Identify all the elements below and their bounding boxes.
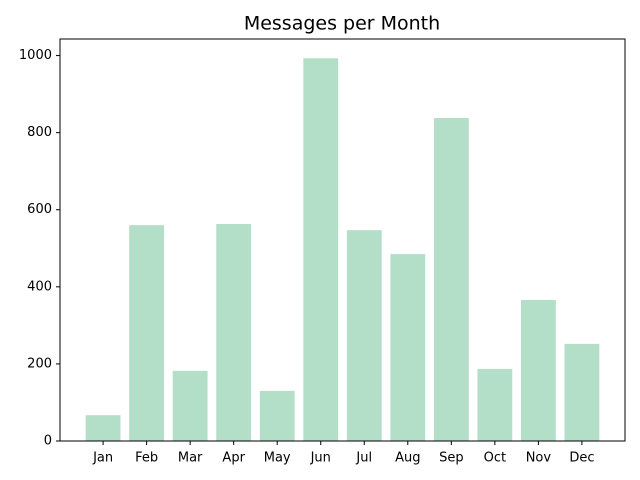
y-tick-label: 200 [27, 356, 52, 371]
x-tick-label: Jan [92, 451, 113, 466]
x-tick-label: Feb [135, 451, 158, 466]
bar [520, 299, 556, 441]
x-tick-label: Dec [569, 451, 594, 466]
y-tick-label: 600 [27, 202, 52, 217]
x-tick-label: Nov [526, 451, 552, 466]
bar [259, 390, 295, 441]
bar [433, 118, 469, 442]
y-tick-label: 800 [27, 125, 52, 140]
bar [346, 230, 382, 441]
y-tick-label: 0 [44, 434, 52, 449]
x-tick-label: Apr [222, 451, 245, 466]
x-tick-label: Oct [484, 451, 506, 466]
bar [172, 370, 208, 441]
bar [477, 368, 513, 441]
bar [564, 343, 600, 441]
x-tick-label: May [264, 451, 291, 466]
x-tick-label: Jun [310, 451, 331, 466]
bar [85, 415, 121, 441]
y-tick-label: 400 [27, 279, 52, 294]
bar [129, 225, 165, 441]
y-tick-label: 1000 [19, 48, 52, 63]
x-tick-label: Aug [395, 451, 420, 466]
x-tick-label: Mar [178, 451, 203, 466]
bar [390, 254, 426, 441]
x-tick-label: Jul [355, 451, 372, 466]
bar [216, 224, 252, 441]
plot-frame [59, 38, 626, 442]
bar [303, 58, 339, 441]
x-tick-label: Sep [439, 451, 464, 466]
chart-title: Messages per Month [244, 13, 440, 35]
